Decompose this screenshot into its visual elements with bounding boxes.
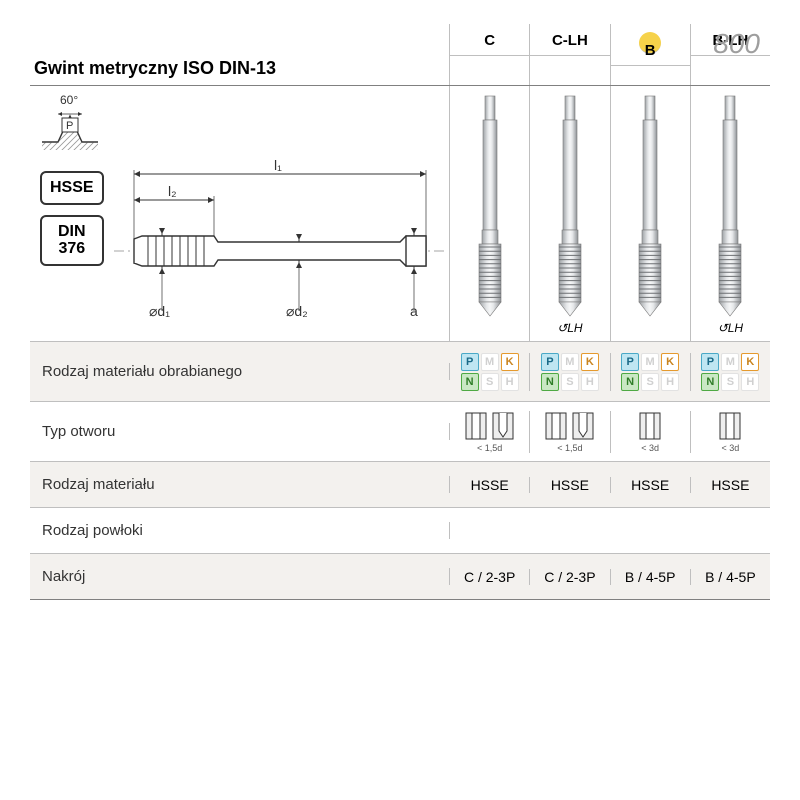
page-number: 800 — [713, 28, 760, 60]
chip-K: K — [741, 353, 759, 371]
tap-image-B-LH: ↺LH — [691, 86, 770, 341]
row-label: Nakrój — [30, 568, 450, 585]
row-rodzaj-powłoki: Rodzaj powłoki — [30, 507, 770, 553]
svg-text:⌀d₁: ⌀d₁ — [149, 303, 170, 319]
angle-label: 60° — [60, 93, 78, 107]
row-typ-otworu: Typ otworu< 1,5d< 1,5d< 3d< 3d — [30, 401, 770, 461]
row-value: < 1,5d — [530, 411, 610, 453]
row-value: < 3d — [611, 411, 691, 453]
svg-text:a: a — [410, 303, 418, 319]
tap-icon — [473, 94, 507, 320]
tap-icon — [713, 94, 747, 320]
catalog-page: 800 Gwint metryczny ISO DIN-13 CC-LHBB-L… — [0, 0, 800, 800]
row-nakrój: NakrójC / 2-3PC / 2-3PB / 4-5PB / 4-5P — [30, 553, 770, 599]
chip-M: M — [481, 353, 499, 371]
svg-text:l₁: l₁ — [274, 157, 282, 173]
column-head-C: C — [450, 24, 530, 85]
thread-angle-icon: 60° P — [36, 92, 136, 156]
chip-S: S — [721, 373, 739, 391]
material-chips: PMK NSH — [541, 353, 599, 391]
column-head-C-LH: C-LH — [530, 24, 610, 85]
chip-P: P — [621, 353, 639, 371]
row-value: < 1,5d — [450, 411, 530, 453]
chip-K: K — [581, 353, 599, 371]
tap-image-B — [611, 86, 691, 341]
row-label: Rodzaj materiału obrabianego — [30, 363, 450, 380]
header-row: Gwint metryczny ISO DIN-13 CC-LHBB-LH — [30, 24, 770, 86]
pitch-label: P — [66, 120, 73, 132]
chip-K: K — [501, 353, 519, 371]
row-value: B / 4-5P — [691, 569, 770, 585]
diagram-row: HSSE DIN376 60° P — [30, 86, 770, 341]
chip-H: H — [741, 373, 759, 391]
chip-H: H — [661, 373, 679, 391]
row-value: HSSE — [530, 477, 610, 493]
tap-image-C — [450, 86, 530, 341]
row-value: PMK NSH — [691, 353, 770, 391]
chip-H: H — [581, 373, 599, 391]
chip-N: N — [701, 373, 719, 391]
row-value: PMK NSH — [530, 353, 610, 391]
row-value: HSSE — [691, 477, 770, 493]
chip-M: M — [721, 353, 739, 371]
chip-P: P — [541, 353, 559, 371]
chip-M: M — [561, 353, 579, 371]
chip-S: S — [481, 373, 499, 391]
row-rodzaj-materiału-obrabianego: Rodzaj materiału obrabianegoPMKNSHPMKNSH… — [30, 341, 770, 401]
row-value: HSSE — [450, 477, 530, 493]
badge-din: DIN376 — [40, 215, 104, 266]
row-label: Typ otworu — [30, 423, 450, 440]
row-value: B / 4-5P — [611, 569, 691, 585]
row-value: HSSE — [611, 477, 691, 493]
material-chips: PMK NSH — [701, 353, 759, 391]
row-rodzaj-materiału: Rodzaj materiałuHSSEHSSEHSSEHSSE — [30, 461, 770, 507]
row-value: C / 2-3P — [450, 569, 530, 585]
chip-K: K — [661, 353, 679, 371]
chip-N: N — [461, 373, 479, 391]
page-title: Gwint metryczny ISO DIN-13 — [30, 58, 276, 78]
row-value: C / 2-3P — [530, 569, 610, 585]
tap-dimension-drawing: l₁ l₂ — [114, 156, 444, 326]
tap-icon — [553, 94, 587, 320]
lh-icon: ↺LH — [718, 321, 743, 335]
chip-M: M — [641, 353, 659, 371]
lh-icon: ↺LH — [557, 321, 582, 335]
tap-icon — [633, 94, 667, 320]
chip-P: P — [461, 353, 479, 371]
technical-diagram: HSSE DIN376 60° P — [30, 86, 450, 341]
row-label: Rodzaj powłoki — [30, 522, 450, 539]
column-head-B: B — [611, 24, 691, 85]
material-chips: PMK NSH — [621, 353, 679, 391]
chip-N: N — [621, 373, 639, 391]
material-chips: PMK NSH — [461, 353, 519, 391]
tap-image-C-LH: ↺LH — [530, 86, 610, 341]
chip-H: H — [501, 373, 519, 391]
svg-text:l₂: l₂ — [168, 183, 177, 199]
row-value: PMK NSH — [611, 353, 691, 391]
chip-S: S — [641, 373, 659, 391]
spec-badges: HSSE DIN376 — [40, 171, 104, 266]
chip-S: S — [561, 373, 579, 391]
chip-N: N — [541, 373, 559, 391]
chip-P: P — [701, 353, 719, 371]
svg-text:⌀d₂: ⌀d₂ — [286, 303, 308, 319]
row-value: < 3d — [691, 411, 770, 453]
row-value: PMK NSH — [450, 353, 530, 391]
row-label: Rodzaj materiału — [30, 476, 450, 493]
badge-hsse: HSSE — [40, 171, 104, 205]
